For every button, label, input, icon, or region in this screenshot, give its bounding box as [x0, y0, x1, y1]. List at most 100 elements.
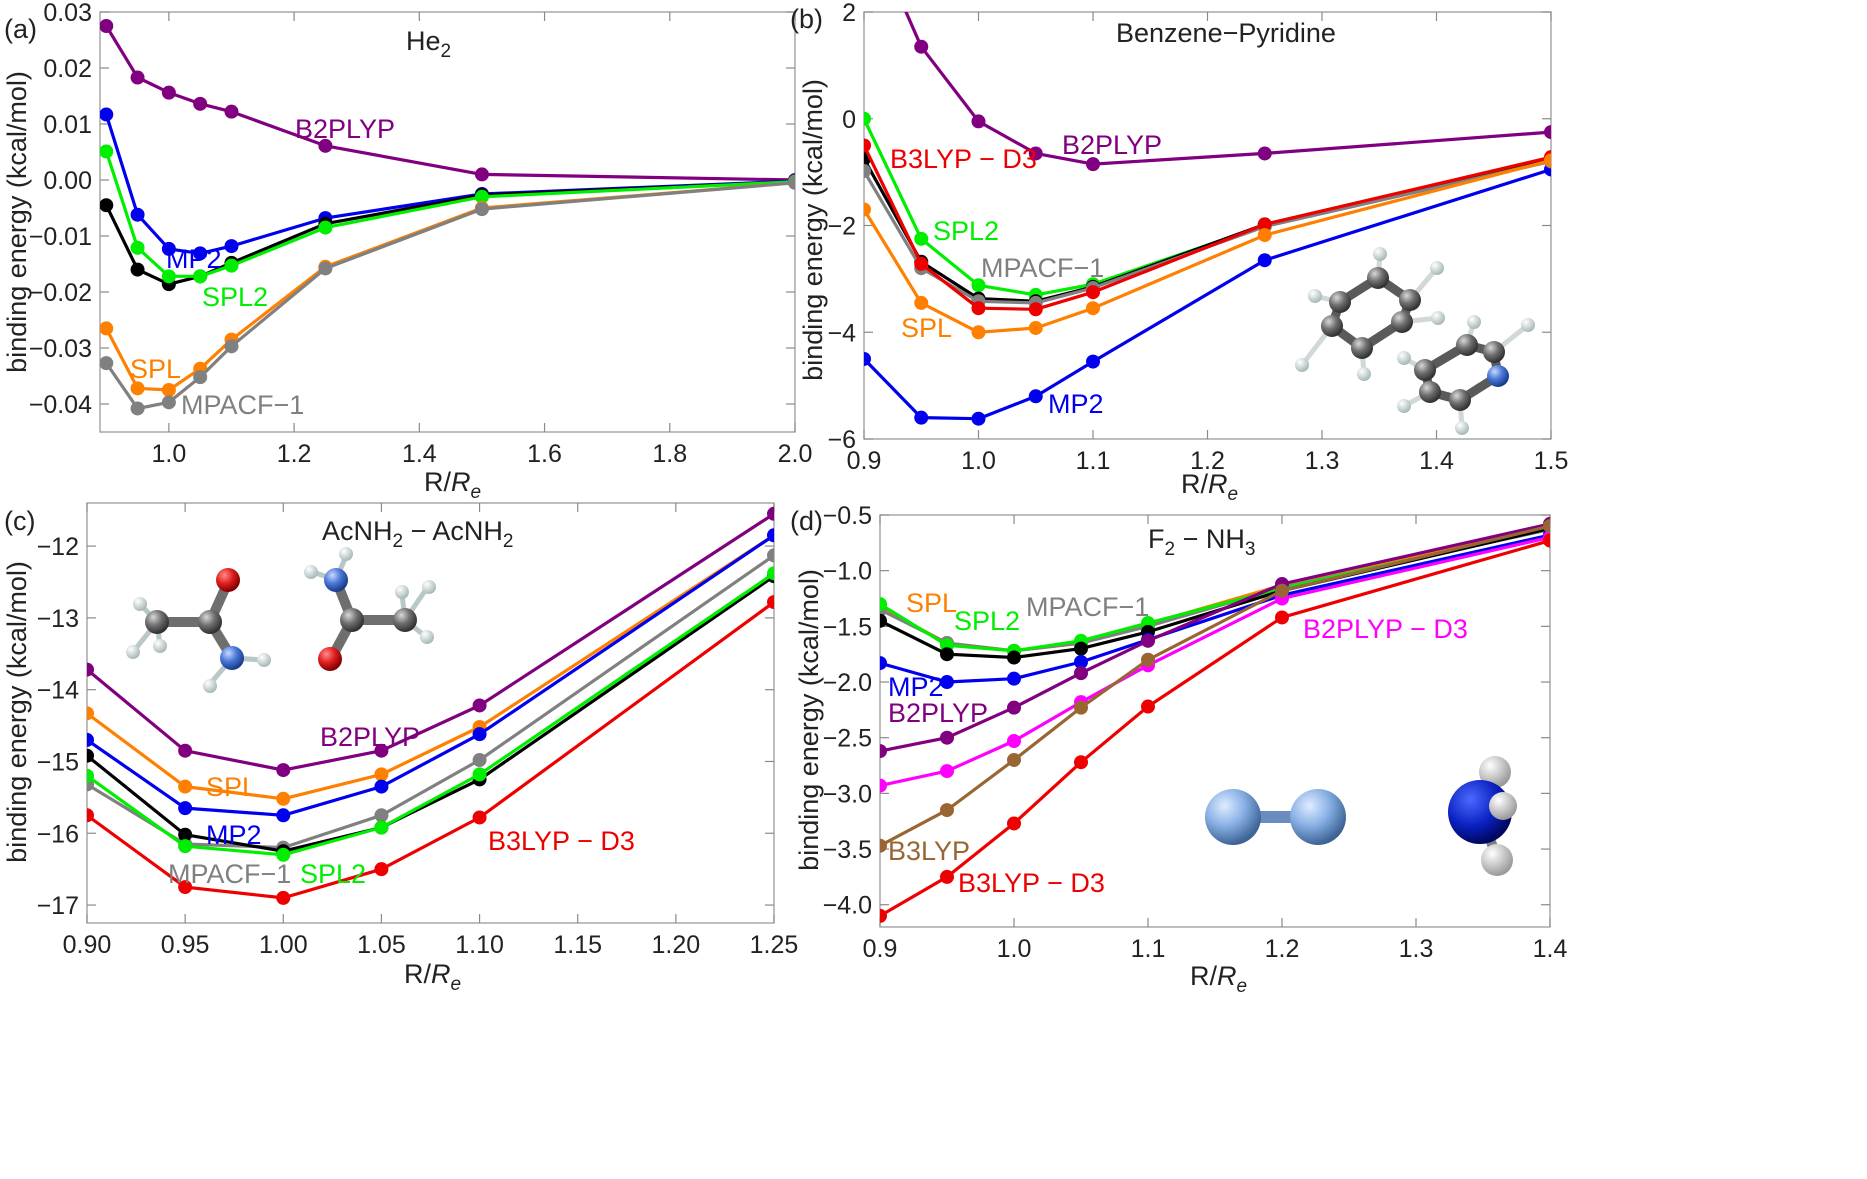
axis-ticks: 1.0 1.2 1.4 1.6 1.8 2.0 −0.04 −0.03 −0.02 −0.01 0.… [29, 0, 813, 468]
panel-b: 0.9 1.0 1.1 1.2 1.3 1.4 1.5 −6 −4 −2 0 2 [790, 0, 1568, 505]
data-point [1086, 301, 1100, 316]
data-point [224, 104, 239, 119]
data-point [374, 808, 389, 823]
data-point [864, 138, 871, 153]
y-tick-label: −3.0 [823, 780, 872, 808]
data-point [1086, 354, 1100, 369]
x-tick-label: 1.3 [1305, 447, 1340, 475]
series-line [104, 114, 795, 255]
series-label-b2plyp: B2PLYP [1062, 130, 1162, 160]
data-point [374, 862, 389, 877]
f2-nh3-molecule [1205, 756, 1517, 876]
data-point [914, 256, 929, 271]
data-point [1007, 816, 1021, 831]
series-line [87, 600, 774, 900]
x-tick-label: 1.00 [259, 931, 308, 959]
series-line [87, 572, 774, 857]
panel-title-sub: 2 [393, 531, 404, 552]
data-point [1074, 755, 1088, 770]
data-point [276, 763, 291, 778]
data-point [87, 808, 94, 823]
data-point [1257, 146, 1272, 161]
series-label-b2plyp-d3: B2PLYP − D3 [1303, 614, 1468, 644]
data-point [1086, 157, 1100, 172]
series-label-spl2: SPL2 [202, 282, 268, 312]
data-point [1544, 125, 1551, 140]
data-point [318, 261, 333, 276]
panel-label: (d) [790, 506, 823, 536]
data-point [276, 847, 291, 862]
y-tick-label: −2.0 [823, 669, 872, 697]
y-tick-label: 2 [842, 0, 856, 27]
data-point [87, 706, 94, 721]
panel-title-sub: 2 [441, 41, 452, 62]
data-point [100, 19, 114, 33]
x-label-main: R/ [1190, 961, 1217, 991]
panel-a: 1.0 1.2 1.4 1.6 1.8 2.0 −0.04 −0.03 −0.02 −0.01 0.… [2, 0, 812, 503]
data-point [276, 791, 291, 806]
data-point [914, 410, 929, 425]
data-point [193, 246, 208, 261]
x-tick-label: 1.8 [652, 440, 687, 468]
panel-label: (c) [4, 506, 35, 536]
series-b3lyp-d3 [864, 138, 1551, 317]
series-label-mp2: MP2 [1048, 389, 1104, 419]
data-point [474, 167, 489, 182]
panel-title: Benzene−Pyridine [1116, 18, 1336, 48]
data-point [100, 356, 114, 371]
series-label-mpacf1: MPACF−1 [981, 253, 1104, 283]
data-point [767, 528, 774, 543]
y-axis-label: binding energy (kcal/mol) [2, 71, 32, 373]
x-tick-label: 1.0 [997, 935, 1032, 963]
x-label-sub: e [1237, 976, 1248, 997]
x-tick-label: 1.1 [1076, 447, 1111, 475]
series-label-mpacf1: MPACF−1 [1026, 592, 1149, 622]
panel-title: AcNH2 − AcNH2 [322, 516, 513, 552]
y-tick-label: −3.5 [823, 836, 872, 864]
y-tick-label: −13 [37, 605, 79, 633]
data-point [193, 269, 208, 284]
series-label-spl: SPL [906, 588, 957, 618]
series-b3lyp-d3 [880, 533, 1550, 923]
series-mp2 [87, 528, 774, 823]
series-label-mp2: MP2 [166, 244, 222, 274]
data-point [864, 202, 871, 217]
data-point [1074, 666, 1088, 681]
data-point [161, 269, 176, 284]
data-point [1141, 633, 1155, 648]
y-tick-label: −0.02 [29, 279, 92, 307]
panel-c: 0.90 0.95 1.00 1.05 1.10 1.15 1.20 1.25 −17 −16 −1… [2, 502, 799, 995]
data-point [880, 656, 887, 671]
data-point [767, 566, 774, 581]
y-tick-label: 0.00 [43, 167, 92, 195]
data-point [474, 189, 489, 204]
series-line [104, 150, 795, 278]
data-point [130, 70, 145, 85]
x-label-sub: e [1228, 484, 1239, 505]
data-point [161, 241, 176, 256]
data-point [1275, 583, 1289, 598]
y-tick-label: −2.5 [823, 725, 872, 753]
series-spl [87, 528, 774, 806]
x-tick-label: 0.95 [161, 931, 210, 959]
x-label-main: R/ [404, 959, 431, 989]
x-label-sub: e [471, 482, 482, 503]
x-tick-label: 1.1 [1131, 935, 1166, 963]
x-tick-label: 1.25 [750, 931, 799, 959]
x-tick-label: 1.20 [652, 931, 701, 959]
series-line [87, 533, 774, 801]
y-tick-label: −17 [37, 892, 79, 920]
data-point [374, 767, 389, 782]
data-point [193, 370, 208, 385]
x-label-italic: R [431, 959, 451, 989]
y-axis-label: binding energy (kcal/mol) [2, 561, 32, 863]
y-tick-label: 0.01 [43, 111, 92, 139]
data-point [1007, 734, 1021, 749]
data-point [224, 339, 239, 354]
axis-ticks: 0.9 1.0 1.1 1.2 1.3 1.4 1.5 −6 −4 −2 0 2 [827, 0, 1568, 475]
data-point [318, 220, 333, 235]
data-point [161, 395, 176, 410]
panel-title-rest: − AcNH [403, 516, 503, 546]
x-tick-label: 1.2 [1265, 935, 1300, 963]
